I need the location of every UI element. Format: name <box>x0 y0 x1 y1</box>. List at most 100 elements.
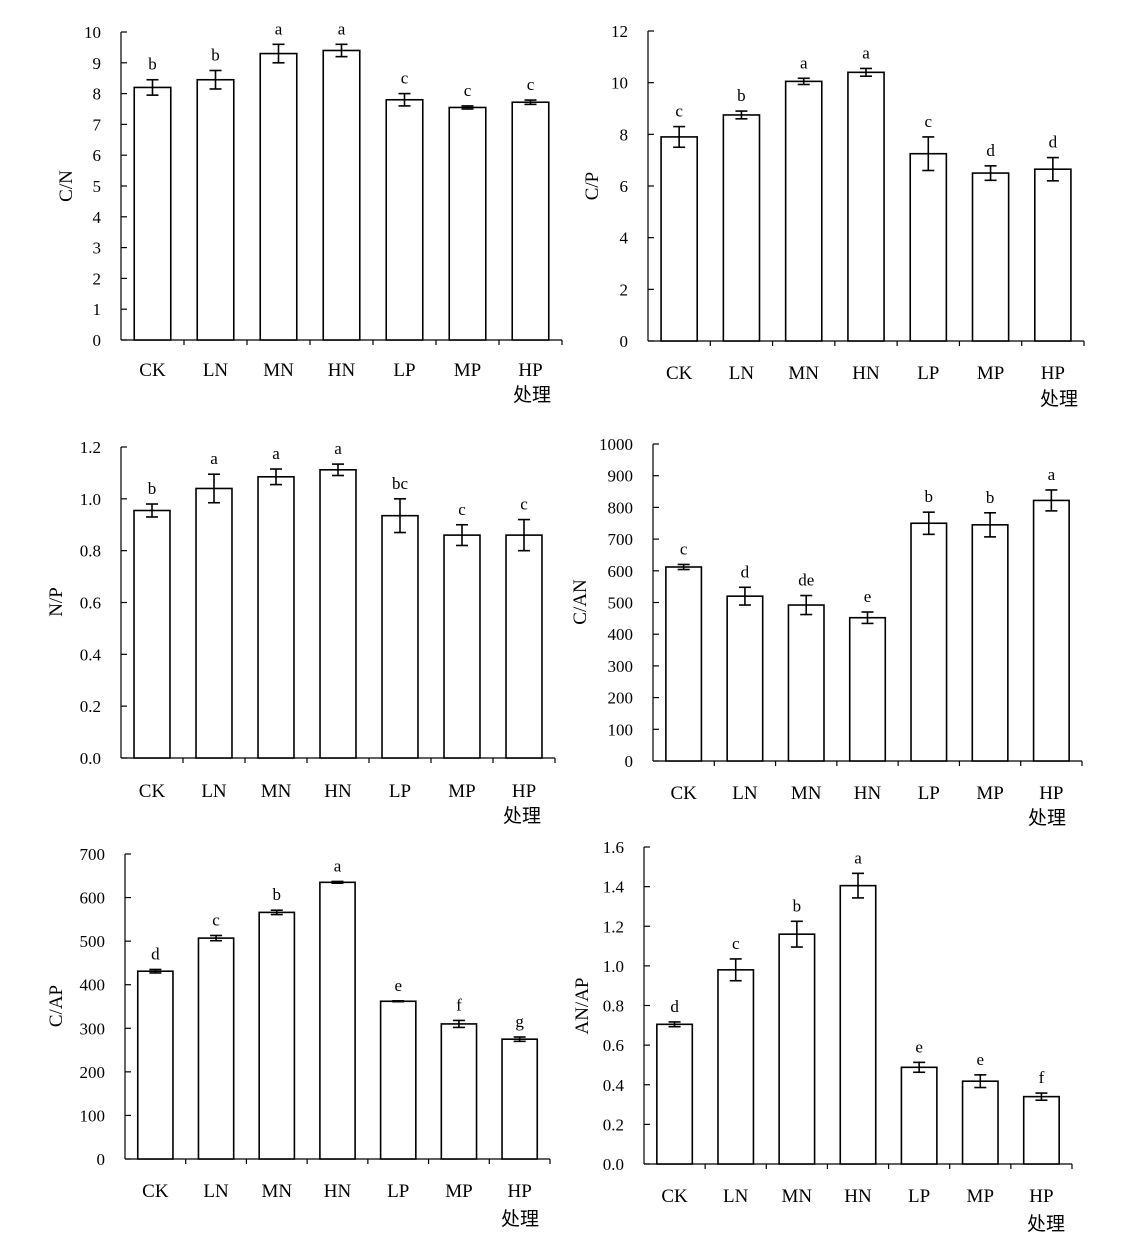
category-label: CK <box>666 363 693 384</box>
y-tick-label: 1.2 <box>80 438 101 457</box>
bar-mp <box>443 534 481 759</box>
significance-label: a <box>334 856 342 875</box>
category-label: MP <box>448 781 475 802</box>
category-label: HN <box>324 1181 352 1202</box>
bar-ck <box>656 1023 694 1165</box>
category-label: LP <box>387 1181 409 1202</box>
category-label: MP <box>976 783 1003 804</box>
significance-label: b <box>148 55 157 74</box>
error-bar-ln <box>735 110 748 120</box>
bar-ln <box>717 969 755 1165</box>
error-bar-ln <box>738 586 751 606</box>
y-tick-label: 1.0 <box>80 490 101 509</box>
bar-mn <box>259 52 298 341</box>
significance-label: c <box>520 495 528 514</box>
y-tick-label: 3 <box>93 239 102 258</box>
bar-mn <box>258 911 296 1160</box>
error-bar-ln <box>729 958 742 982</box>
significance-label: d <box>1049 133 1058 152</box>
significance-label: c <box>212 910 220 929</box>
error-bar-ck <box>146 503 158 518</box>
y-tick-label: 1.0 <box>603 957 624 976</box>
bar-mp <box>961 1080 999 1165</box>
error-bar-mn <box>800 594 813 616</box>
bar-mp <box>971 524 1009 762</box>
category-label: LN <box>729 363 755 384</box>
bar-ln <box>726 595 764 762</box>
y-tick-label: 1.2 <box>603 917 624 936</box>
significance-label: bc <box>392 474 409 493</box>
error-bar-mp <box>461 105 474 110</box>
significance-label: a <box>275 19 283 38</box>
error-bar-ck <box>668 1021 681 1028</box>
category-label: MN <box>263 360 294 381</box>
significance-label: b <box>986 488 995 507</box>
category-label: CK <box>139 781 166 802</box>
y-tick-label: 0 <box>97 1150 106 1169</box>
category-label: LN <box>203 360 229 381</box>
category-label: MN <box>261 781 292 802</box>
y-tick-label: 900 <box>608 467 634 486</box>
y-tick-label: 6 <box>620 177 629 196</box>
bar-mp <box>448 106 487 341</box>
y-tick-label: 0.2 <box>80 697 101 716</box>
y-tick-label: 500 <box>80 932 106 951</box>
y-tick-label: 8 <box>93 85 102 104</box>
bar-hn <box>848 616 887 762</box>
y-tick-label: 8 <box>620 125 629 144</box>
category-label: MP <box>977 363 1004 384</box>
significance-label: b <box>211 46 220 65</box>
error-bar-hp <box>518 518 530 552</box>
significance-label: d <box>986 141 995 160</box>
error-bar-mn <box>790 920 803 948</box>
category-label: HN <box>844 1186 872 1207</box>
y-axis-title: C/AN <box>570 579 591 625</box>
error-bar-ln <box>209 69 222 90</box>
significance-label: b <box>273 885 282 904</box>
significance-label: a <box>854 848 862 867</box>
significance-label: a <box>210 449 218 468</box>
error-bar-ck <box>146 78 159 96</box>
x-axis-title: 处理 <box>1028 807 1066 829</box>
bar-ck <box>665 566 703 762</box>
category-label: LN <box>201 781 227 802</box>
chart-panel-c-n: 0 1 2 3 4 5 6 7 8 9 10 b CK b LN a MN a HN c LP c MP c HP 处理 C/N <box>56 19 563 406</box>
y-tick-label: 0.6 <box>603 1036 624 1055</box>
y-tick-label: 1.6 <box>603 838 624 857</box>
error-bar-lp <box>394 498 406 534</box>
category-label: LP <box>393 360 415 381</box>
y-tick-label: 7 <box>93 115 102 134</box>
bar-ck <box>133 86 172 341</box>
y-tick-label: 10 <box>84 23 101 42</box>
significance-label: c <box>925 112 933 131</box>
error-bar-ck <box>149 968 162 974</box>
bar-lp <box>910 522 948 762</box>
y-tick-label: 800 <box>608 498 634 517</box>
error-bar-lp <box>398 92 411 107</box>
y-tick-label: 1.4 <box>603 878 625 897</box>
error-bar-mp <box>984 165 997 182</box>
chart-panel-n-p: 0.0 0.2 0.4 0.6 0.8 1.0 1.2 b CK a LN a MN a HN bc LP c MP… <box>46 438 556 827</box>
significance-label: c <box>527 75 535 94</box>
y-tick-label: 600 <box>608 562 634 581</box>
y-tick-label: 0.0 <box>603 1155 624 1174</box>
category-label: CK <box>661 1186 688 1207</box>
category-label: HP <box>1039 783 1063 804</box>
bar-ln <box>197 937 235 1160</box>
y-tick-label: 100 <box>608 720 634 739</box>
bar-ck <box>660 136 699 342</box>
error-bar-hn <box>852 872 864 899</box>
bar-mn <box>787 604 825 762</box>
y-tick-label: 0.8 <box>603 997 624 1016</box>
significance-label: f <box>456 995 462 1014</box>
significance-label: a <box>338 19 346 38</box>
category-label: MP <box>445 1181 472 1202</box>
significance-label: b <box>148 479 157 498</box>
significance-label: c <box>458 500 466 519</box>
bar-lp <box>900 1066 938 1165</box>
category-label: MP <box>454 360 481 381</box>
x-axis-title: 处理 <box>1027 1213 1065 1235</box>
bar-hp <box>501 1038 539 1160</box>
bar-mn <box>257 476 295 759</box>
y-tick-label: 1000 <box>599 435 633 454</box>
